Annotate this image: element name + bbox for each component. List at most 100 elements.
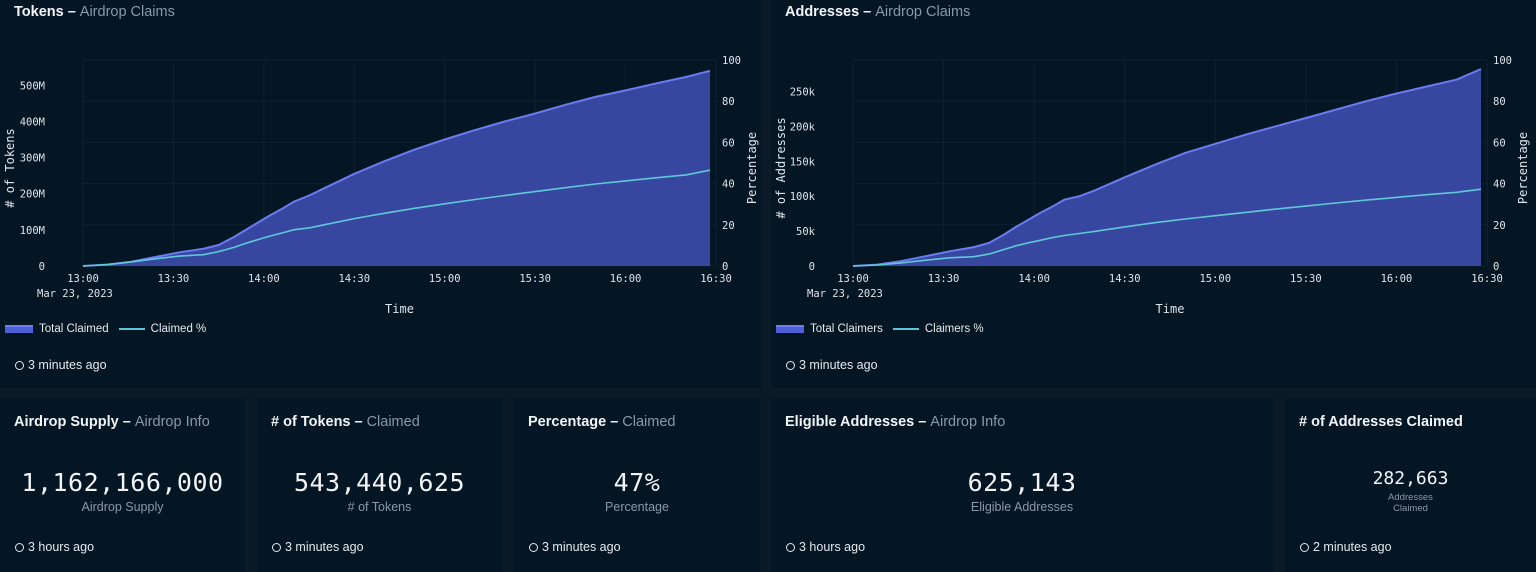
y2-tick-label: 0 (722, 261, 728, 273)
stat-caption: Percentage (605, 500, 669, 514)
clock-icon (1300, 543, 1309, 552)
last-updated: 3 hours ago (15, 540, 94, 554)
y-axis-title: # of Addresses (774, 117, 788, 218)
panel-title: Addresses – Airdrop Claims (785, 4, 971, 20)
x-tick-label: 16:30 (700, 273, 732, 285)
x-tick-label: 15:00 (429, 273, 461, 285)
panel-title: # of Tokens – Claimed (271, 414, 420, 430)
panel-title: Eligible Addresses – Airdrop Info (785, 414, 1006, 430)
clock-icon (272, 543, 281, 552)
x-tick-label: 14:00 (1018, 273, 1050, 285)
legend-area-swatch[interactable] (5, 325, 33, 333)
y2-tick-label: 20 (722, 220, 735, 232)
stat-value: 47% (613, 468, 661, 497)
y2-tick-label: 20 (1493, 220, 1506, 232)
last-updated: 3 minutes ago (529, 540, 621, 554)
percentage-claimed-panel: Percentage – Claimed 47% Percentage 3 minu… (514, 398, 760, 572)
x-tick-label: 15:30 (1290, 273, 1322, 285)
y2-tick-label: 100 (722, 55, 741, 67)
stat-value: 282,663 (1372, 468, 1449, 489)
addresses-chart-panel: Addresses – Airdrop Claims 0 50k 100k 150k 200… (771, 0, 1536, 388)
stat-caption: # of Tokens (347, 500, 412, 514)
legend-area-label[interactable]: Total Claimers (810, 323, 883, 335)
legend-line-swatch[interactable] (892, 328, 919, 330)
y2-tick-label: 80 (1493, 96, 1506, 108)
x-axis-title: Time (1156, 302, 1185, 316)
y2-axis-title: Percentage (745, 132, 759, 204)
x-tick-label: 15:00 (1199, 273, 1231, 285)
panel-title: # of Addresses Claimed (1299, 414, 1463, 430)
x-tick-label: 13:30 (928, 273, 960, 285)
y2-axis-title: Percentage (1516, 132, 1530, 204)
legend-line-swatch[interactable] (118, 328, 145, 330)
series-line-claimers-[interactable] (852, 188, 1482, 267)
y-tick-label: 500M (20, 80, 45, 92)
last-updated: 2 minutes ago (1300, 540, 1392, 554)
tokens-chart-panel: Tokens – Airdrop Claims 0 100M 200M 300M 400M 5… (0, 0, 762, 388)
x-tick-label: 13:00 (67, 273, 99, 285)
y-axis-title: # of Tokens (3, 128, 17, 207)
x-tick-label: 14:30 (338, 273, 370, 285)
legend-area-label[interactable]: Total Claimed (39, 323, 109, 335)
y-tick-label: 400M (20, 116, 45, 128)
clock-icon (15, 361, 24, 370)
series-area-outline (852, 68, 1482, 267)
series-area-outline (82, 69, 711, 267)
y2-tick-label: 60 (722, 137, 735, 149)
y-tick-label: 100M (20, 225, 45, 237)
x-tick-label: 14:30 (1109, 273, 1141, 285)
clock-icon (786, 543, 795, 552)
y-tick-label: 250k (790, 86, 816, 98)
x-tick-label: 13:00 (837, 273, 869, 285)
stat-value: 1,162,166,000 (21, 468, 224, 497)
airdrop-supply-panel: Airdrop Supply – Airdrop Info 1,162,166,00… (0, 398, 245, 572)
x-date-label: Mar 23, 2023 (807, 288, 883, 300)
tokens-claimed-panel: # of Tokens – Claimed 543,440,625 # of Tok… (257, 398, 502, 572)
y2-tick-label: 40 (1493, 179, 1506, 191)
y-tick-label: 50k (796, 226, 816, 238)
series-area-total-claimers[interactable] (853, 69, 1481, 266)
x-tick-label: 16:00 (610, 273, 642, 285)
y2-tick-label: 100 (1493, 55, 1512, 67)
y-tick-label: 0 (39, 261, 45, 273)
chart-legend: Total Claimed Claimed % (5, 323, 206, 335)
chart-legend: Total Claimers Claimers % (776, 323, 984, 335)
x-axis-title: Time (385, 302, 414, 316)
panel-title: Percentage – Claimed (528, 414, 676, 430)
addresses-chart: 0 50k 100k 150k 200k 250k 0 20 40 60 80 100 13:00 13:… (774, 55, 1530, 316)
panel-title: Tokens – Airdrop Claims (14, 4, 175, 20)
eligible-addresses-panel: Eligible Addresses – Airdrop Info 625,143 … (771, 398, 1273, 572)
y2-tick-label: 80 (722, 96, 735, 108)
x-tick-label: 13:30 (158, 273, 190, 285)
last-updated: 3 minutes ago (786, 358, 878, 372)
legend-area-swatch[interactable] (776, 325, 804, 333)
legend-line-label[interactable]: Claimed % (150, 323, 207, 335)
y-tick-label: 200k (790, 121, 816, 133)
y-tick-label: 0 (809, 261, 815, 273)
y-tick-label: 150k (790, 156, 816, 168)
y2-tick-label: 60 (1493, 137, 1506, 149)
y2-tick-label: 40 (722, 179, 735, 191)
last-updated: 3 hours ago (786, 540, 865, 554)
legend-line-label[interactable]: Claimers % (924, 323, 984, 335)
y2-tick-label: 0 (1493, 261, 1499, 273)
series-area-total-claimed[interactable] (83, 70, 710, 266)
y-tick-label: 300M (20, 153, 45, 165)
stat-caption: Airdrop Supply (81, 500, 164, 514)
panel-title: Airdrop Supply – Airdrop Info (14, 414, 210, 430)
stat-caption: Addresses Claimed (1388, 492, 1433, 514)
stat-caption: Eligible Addresses (970, 500, 1074, 514)
x-tick-label: 16:30 (1471, 273, 1503, 285)
x-tick-label: 14:00 (248, 273, 280, 285)
last-updated: 3 minutes ago (272, 540, 364, 554)
tokens-chart: 0 100M 200M 300M 400M 500M 0 20 40 60 80 100 13:00 13… (3, 55, 759, 316)
y-tick-label: 200M (20, 189, 45, 201)
last-updated: 3 minutes ago (15, 358, 107, 372)
stat-value: 543,440,625 (293, 468, 466, 497)
clock-icon (529, 543, 538, 552)
series-line-claimed-[interactable] (82, 169, 711, 267)
x-date-label: Mar 23, 2023 (37, 288, 113, 300)
y-tick-label: 100k (790, 191, 816, 203)
clock-icon (15, 543, 24, 552)
clock-icon (786, 361, 795, 370)
